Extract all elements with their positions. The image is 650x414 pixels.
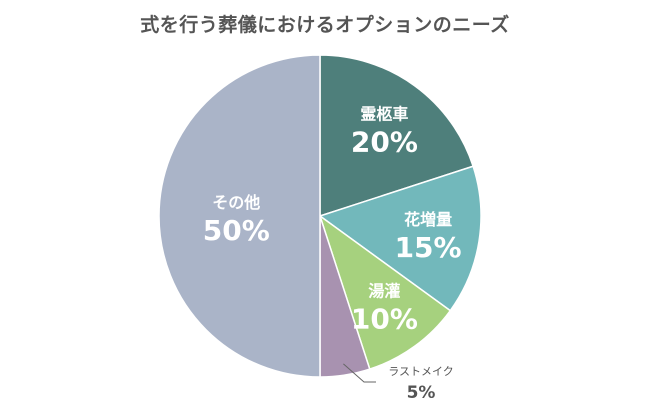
slice-3-value: 10% bbox=[351, 303, 418, 336]
slice-4-leader-line bbox=[343, 363, 376, 383]
pie-slice-3 bbox=[318, 214, 452, 371]
chart-title: 式を行う葬儀におけるオプションのニーズ bbox=[140, 14, 510, 36]
slice-3-label: 湯灌 bbox=[368, 282, 400, 301]
slice-4-value: 5% bbox=[407, 383, 436, 403]
pie-labels: 霊柩車 20% 花増量 15% 湯灌 10% ラストメイク 5% その他 50% bbox=[203, 104, 462, 403]
slice-2-value: 15% bbox=[395, 231, 462, 264]
slice-1-label: 霊柩車 bbox=[360, 104, 408, 123]
slice-2-label: 花増量 bbox=[404, 210, 452, 229]
pie-slice-2 bbox=[318, 165, 482, 312]
pie-slice-1 bbox=[319, 54, 475, 218]
pie-slices bbox=[158, 54, 482, 378]
slice-5-value: 50% bbox=[203, 214, 270, 247]
pie-slice-5 bbox=[158, 54, 321, 378]
slice-4-label: ラストメイク bbox=[388, 365, 454, 378]
slice-1-value: 20% bbox=[351, 125, 418, 158]
slice-5-label: その他 bbox=[212, 193, 260, 212]
